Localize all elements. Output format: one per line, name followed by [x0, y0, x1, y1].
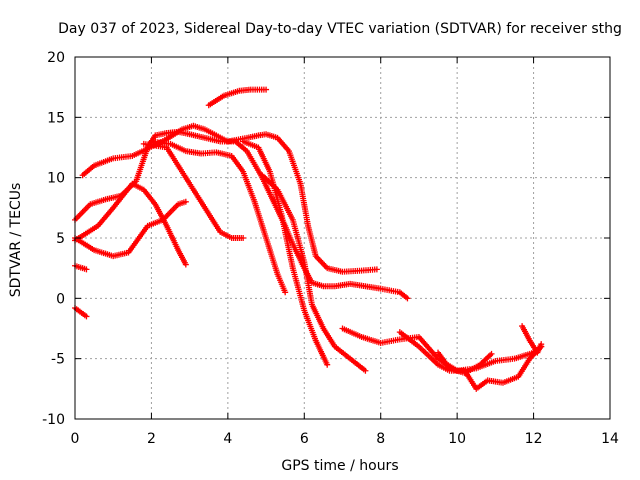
plus-markers — [240, 138, 331, 368]
x-tick-label: 4 — [223, 431, 232, 447]
plus-markers — [205, 86, 270, 109]
plus-markers — [79, 122, 380, 275]
chart-title: Day 037 of 2023, Sidereal Day-to-day VTE… — [58, 21, 622, 37]
plus-markers — [72, 180, 189, 268]
series-track-07 — [140, 140, 247, 241]
plus-markers — [72, 128, 411, 302]
series-track-06 — [72, 180, 189, 268]
plus-markers — [435, 349, 495, 377]
x-tick-label: 12 — [525, 431, 543, 447]
y-tick-label: 20 — [47, 50, 65, 66]
y-axis-label: SDTVAR / TECUs — [8, 183, 24, 298]
series-track-15 — [519, 323, 545, 356]
plus-markers — [259, 172, 369, 374]
plus-markers — [148, 138, 289, 296]
x-tick-label: 2 — [147, 431, 156, 447]
series-track-04 — [72, 128, 411, 302]
axis-ticks: 0 2 4 6 8 10 12 14 -10 -5 0 5 10 15 20 — [42, 50, 619, 447]
grid-lines — [75, 57, 610, 419]
x-tick-label: 6 — [300, 431, 309, 447]
y-tick-label: -10 — [42, 412, 65, 428]
plus-markers — [519, 323, 545, 356]
x-axis-label: GPS time / hours — [281, 458, 398, 474]
data-series — [72, 86, 545, 392]
plus-markers — [140, 140, 247, 241]
series-track-03 — [79, 122, 380, 275]
x-tick-label: 14 — [601, 431, 619, 447]
y-tick-label: 5 — [56, 231, 65, 247]
y-tick-label: 15 — [47, 110, 65, 126]
y-tick-label: -5 — [51, 352, 65, 368]
series-track-10 — [240, 138, 331, 368]
series-track-09 — [205, 86, 270, 109]
series-track-11 — [259, 172, 369, 374]
x-tick-label: 0 — [71, 431, 80, 447]
y-tick-label: 0 — [56, 291, 65, 307]
series-track-14 — [435, 349, 495, 377]
x-tick-label: 8 — [376, 431, 385, 447]
y-tick-label: 10 — [47, 171, 65, 187]
x-tick-label: 10 — [448, 431, 466, 447]
series-line — [81, 124, 378, 273]
series-track-08 — [148, 138, 289, 296]
